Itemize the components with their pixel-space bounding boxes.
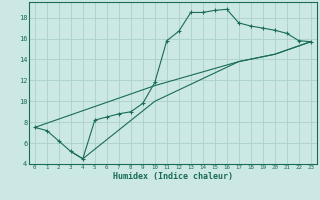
X-axis label: Humidex (Indice chaleur): Humidex (Indice chaleur) xyxy=(113,172,233,181)
